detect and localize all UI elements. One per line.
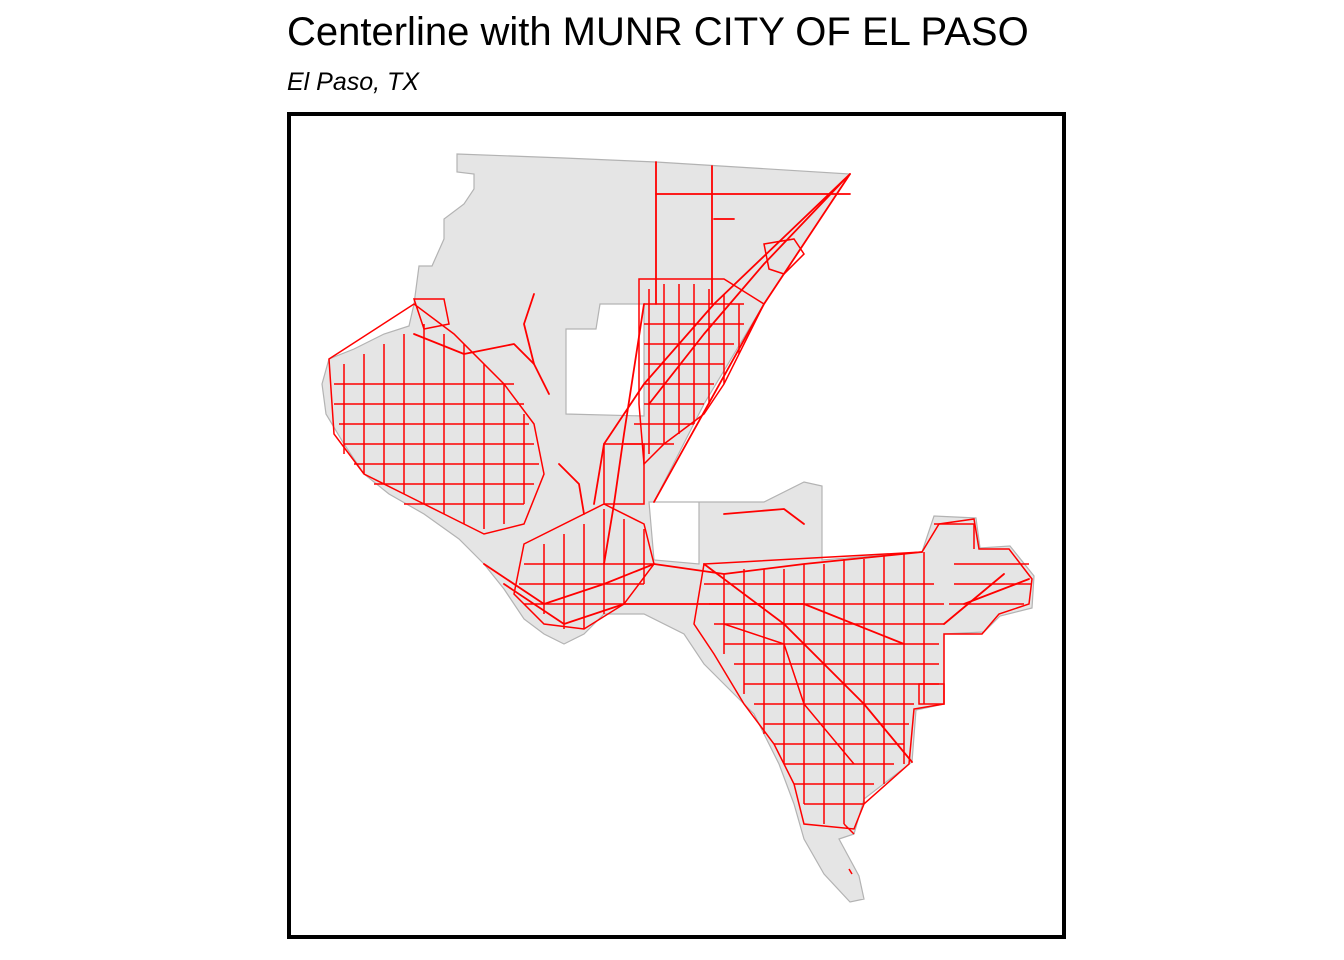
centerline-clusters xyxy=(328,238,1033,875)
map-title: Centerline with MUNR CITY OF EL PASO xyxy=(287,10,1029,54)
map-subtitle: El Paso, TX xyxy=(287,68,419,96)
map-panel xyxy=(287,112,1066,939)
city-boundary xyxy=(321,153,1035,903)
map-canvas xyxy=(321,153,1035,903)
